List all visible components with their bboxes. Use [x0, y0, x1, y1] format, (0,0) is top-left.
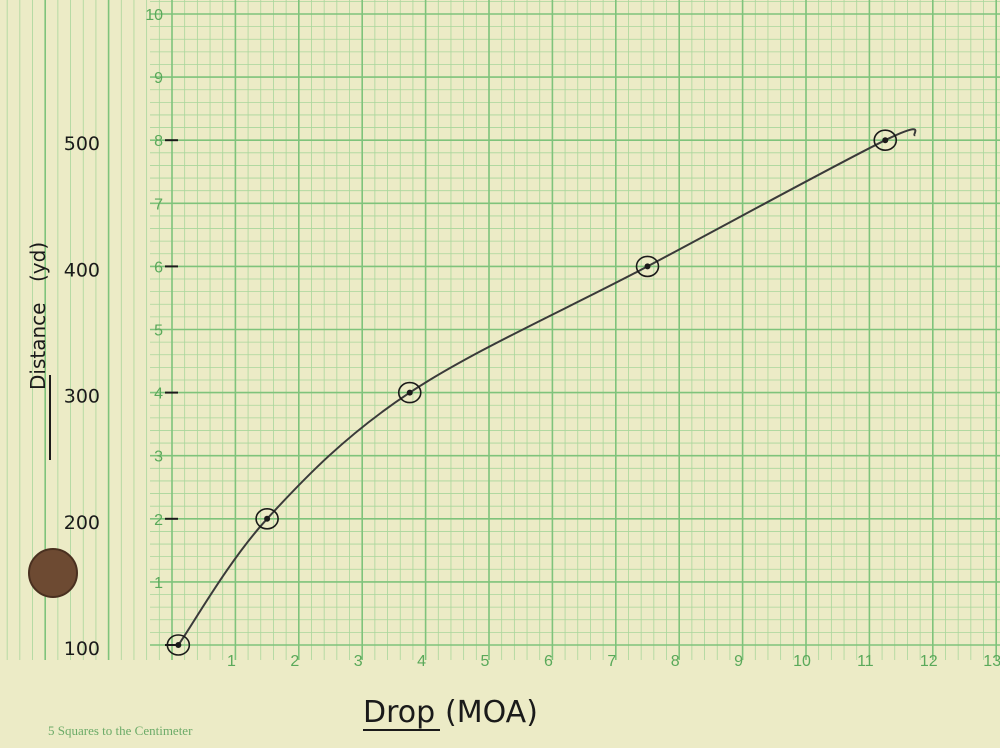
- y-tick-label: 300: [64, 386, 100, 408]
- data-point-circle: [166, 634, 191, 656]
- y-grid-label: 10: [145, 7, 163, 24]
- y-grid-label: 6: [154, 259, 163, 276]
- x-grid-label: 9: [734, 653, 743, 670]
- x-grid-label: 11: [857, 653, 874, 670]
- y-grid-label: 7: [154, 196, 163, 213]
- y-axis-title: Distance (yd): [26, 242, 50, 390]
- data-point: [175, 642, 182, 648]
- y-tick-label: 500: [64, 133, 100, 155]
- punch-hole-rim: [28, 548, 78, 598]
- x-grid-label: 3: [354, 653, 363, 670]
- x-grid-label: 1: [227, 653, 236, 670]
- data-point: [264, 515, 271, 522]
- x-axis-label: Drop: [363, 695, 435, 730]
- y-axis-label: Distance: [26, 303, 50, 390]
- x-axis-unit: (MOA): [445, 695, 538, 730]
- y-tick-label: 400: [64, 259, 100, 281]
- y-tick-label: 200: [64, 512, 100, 534]
- y-grid-label: 1: [154, 575, 163, 592]
- data-point-circle: [635, 255, 660, 278]
- y-grid-label: 9: [154, 70, 163, 87]
- data-point-circle: [873, 129, 898, 151]
- data-point: [882, 137, 889, 144]
- x-grid-label: 10: [793, 653, 811, 670]
- punch-hole: [29, 549, 77, 597]
- data-point: [406, 389, 413, 396]
- data-points: [166, 129, 898, 656]
- y-grid-label: 3: [154, 449, 163, 466]
- x-grid-label: 5: [481, 653, 490, 670]
- x-grid-label: 2: [290, 653, 299, 670]
- x-grid-label: 4: [417, 653, 426, 670]
- y-grid-label: 8: [154, 133, 163, 150]
- y-grid-label: 4: [154, 386, 163, 403]
- x-grid-label: 13: [983, 653, 1000, 670]
- y-grid-label: 2: [154, 512, 163, 529]
- y-tick-label: 100: [64, 638, 100, 660]
- y-grid-label: 5: [154, 323, 163, 340]
- y-axis-ticks: 100 200 300 400 500: [64, 133, 178, 660]
- x-grid-label: 12: [920, 653, 938, 670]
- trend-curve: [177, 128, 917, 646]
- x-grid-label: 7: [607, 653, 616, 670]
- data-point: [644, 263, 651, 270]
- major-grid: [44, 0, 1000, 660]
- x-grid-label: 8: [671, 653, 680, 670]
- data-point-circle: [255, 507, 279, 530]
- y-axis-unit: (yd): [26, 242, 50, 282]
- paper-footer: 5 Squares to the Centimeter: [48, 723, 193, 738]
- data-point-circle: [397, 381, 422, 404]
- x-grid-label: 6: [544, 653, 553, 670]
